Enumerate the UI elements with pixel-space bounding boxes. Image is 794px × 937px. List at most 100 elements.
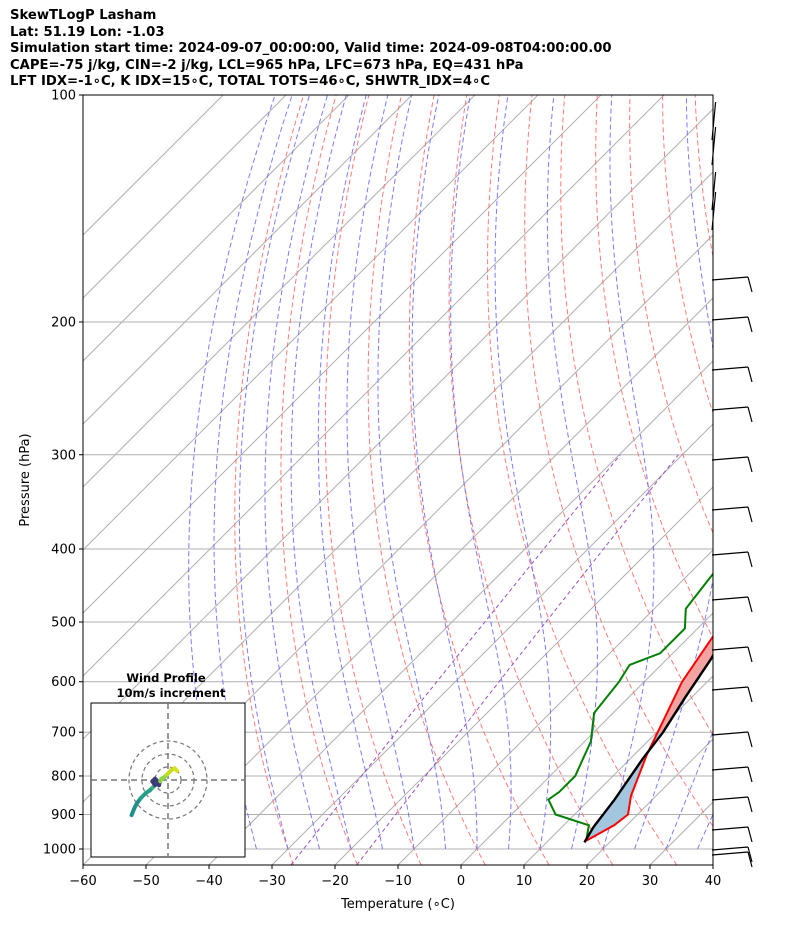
wind-barb <box>711 851 749 856</box>
y-tick-label: 600 <box>51 675 76 690</box>
dry-adiabat <box>448 95 614 865</box>
isotherm-line <box>83 95 413 425</box>
isotherm-line <box>83 95 539 551</box>
moist-adiabat <box>602 95 655 850</box>
x-tick-label: −40 <box>195 874 222 889</box>
wind-barb <box>711 191 717 231</box>
header-title: SkewTLogP Lasham <box>10 8 157 23</box>
x-tick-label: 0 <box>457 874 465 889</box>
wind-barb <box>711 796 749 801</box>
moist-adiabat <box>665 730 713 850</box>
wind-barb <box>711 406 749 411</box>
wind-barb-flag <box>747 406 753 423</box>
wind-barb <box>711 686 749 691</box>
isotherm-line <box>712 864 713 865</box>
wind-barb <box>711 846 749 851</box>
moist-adiabat <box>546 95 598 850</box>
x-tick-label: −60 <box>69 874 96 889</box>
y-axis-label: Pressure (hPa) <box>18 433 33 526</box>
wind-barb-flag <box>747 766 753 783</box>
y-tick-label: 200 <box>51 315 76 330</box>
moist-adiabat <box>494 95 552 850</box>
isotherm-line <box>145 297 713 865</box>
dry-adiabat <box>280 95 358 865</box>
dry-adiabat <box>760 95 794 865</box>
y-tick-label: 900 <box>51 808 76 823</box>
y-tick-label: 500 <box>51 616 76 631</box>
wind-barb <box>711 646 749 651</box>
y-tick-label: 300 <box>51 448 76 463</box>
dry-adiabat <box>662 95 713 415</box>
moist-adiabat <box>634 95 713 850</box>
mixing-ratio-line <box>290 454 621 865</box>
x-tick-label: 30 <box>642 874 659 889</box>
isotherm-line <box>586 738 713 865</box>
moist-adiabat <box>213 95 293 850</box>
wind-barb-flag <box>747 456 753 473</box>
y-tick-label: 700 <box>51 726 76 741</box>
header-location: Lat: 51.19 Lon: -1.03 <box>10 24 165 40</box>
x-tick-label: 20 <box>579 874 596 889</box>
moist-adiabat <box>411 95 478 849</box>
wind-barb <box>711 826 749 831</box>
dry-adiabat <box>524 95 713 828</box>
dewpoint-line <box>547 572 713 841</box>
dry-adiabat <box>367 95 486 865</box>
y-tick-label: 400 <box>51 542 76 557</box>
header-times: Simulation start time: 2024-09-07_00:00:… <box>10 41 612 57</box>
moist-adiabat <box>188 95 276 850</box>
moist-adiabat <box>290 95 352 850</box>
wind-barb <box>711 316 749 321</box>
moist-adiabat <box>317 95 383 850</box>
y-tick-label: 800 <box>51 769 76 784</box>
isotherm-line <box>83 108 713 740</box>
isotherm-line <box>83 95 665 677</box>
dry-adiabat <box>595 95 713 639</box>
wind-barb-flag <box>747 686 753 703</box>
wind-barb <box>711 276 749 281</box>
header-indices-2: LFT IDX=-1∘C, K IDX=15∘C, TOTAL TOTS=46∘… <box>10 74 491 90</box>
moist-adiabat <box>729 95 794 849</box>
x-tick-label: 40 <box>705 874 722 889</box>
cin-fill <box>657 636 713 733</box>
moist-adiabat <box>377 95 446 850</box>
wind-barb-flag <box>747 646 753 663</box>
wind-barb-flag <box>747 366 753 383</box>
wind-barb <box>711 101 717 141</box>
wind-barb <box>711 171 717 211</box>
x-tick-label: 10 <box>516 874 533 889</box>
wind-barb <box>711 366 749 371</box>
x-tick-label: −20 <box>321 874 348 889</box>
wind-barb-flag <box>747 796 753 813</box>
wind-barb <box>711 766 749 771</box>
moist-adiabat <box>264 95 328 850</box>
isotherm-line <box>397 549 713 865</box>
isotherm-line <box>334 486 713 865</box>
wind-barb-flag <box>747 596 753 613</box>
dry-adiabat <box>629 95 713 535</box>
wind-barb <box>711 506 749 511</box>
x-tick-label: −10 <box>384 874 411 889</box>
isotherm-line <box>83 95 224 236</box>
wind-inset-subtitle: 10m/s increment <box>117 686 226 700</box>
dry-adiabat <box>694 95 713 260</box>
wind-barb-flag <box>747 316 753 333</box>
isotherm-line <box>83 95 476 488</box>
wind-barb <box>711 456 749 461</box>
cape-fill <box>585 636 713 841</box>
moist-adiabat <box>346 95 415 850</box>
isotherm-line <box>83 95 287 299</box>
chart-header: SkewTLogP Lasham Lat: 51.19 Lon: -1.03 S… <box>10 8 612 91</box>
dry-adiabat <box>408 95 550 865</box>
dry-adiabat <box>728 95 794 865</box>
x-tick-label: −30 <box>258 874 285 889</box>
y-tick-label: 1000 <box>43 843 76 858</box>
wind-barb <box>711 731 749 736</box>
wind-barb <box>711 551 749 556</box>
parcel-line <box>583 653 713 844</box>
wind-barb-flag <box>747 731 753 748</box>
isotherm-line <box>83 95 350 362</box>
dry-adiabat <box>487 95 678 865</box>
wind-barb-flag <box>747 846 753 863</box>
wind-barb-flag <box>747 506 753 523</box>
